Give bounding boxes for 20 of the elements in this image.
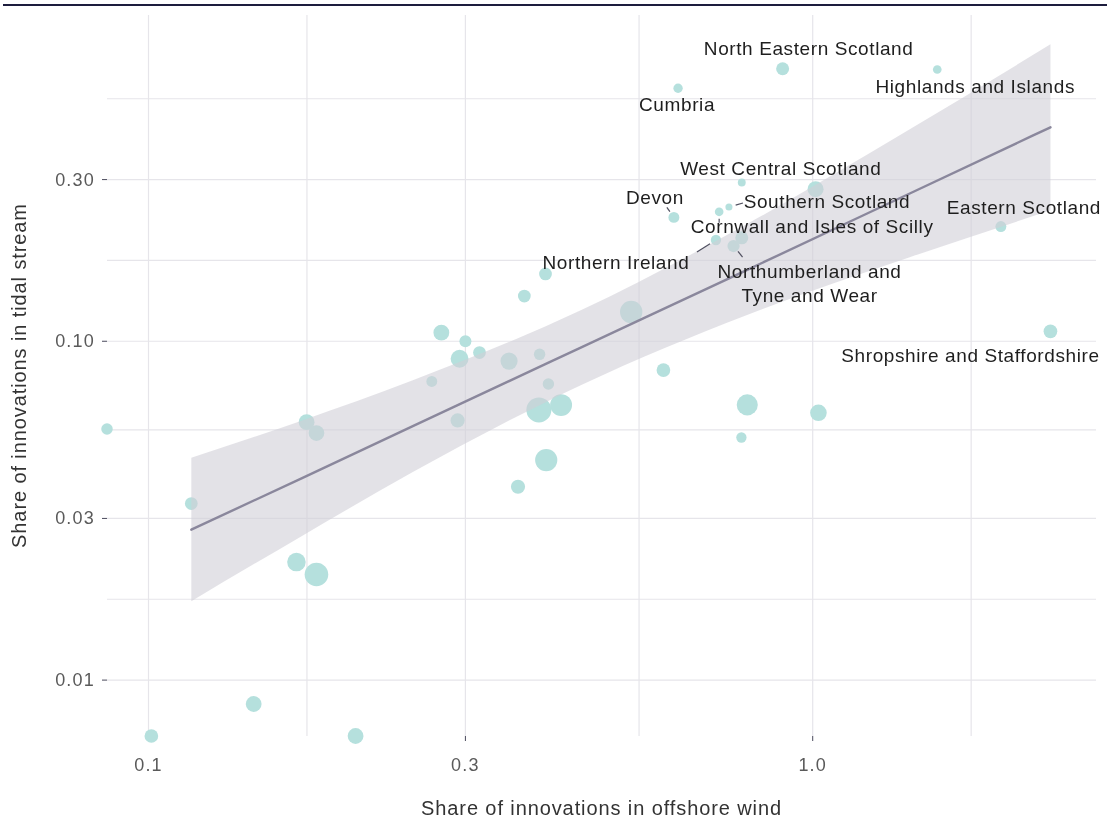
annotation: West Central Scotland	[680, 157, 882, 179]
x-tick-label: 0.3	[451, 755, 480, 775]
x-tick-label: 0.1	[134, 755, 163, 775]
annotation: Northumberland and Tyne and Wear	[717, 260, 902, 306]
x-axis-title: Share of innovations in offshore wind	[421, 797, 782, 819]
annotation: Northern Ireland	[542, 251, 690, 273]
y-axis-title: Share of innovations in tidal stream	[8, 203, 30, 548]
y-tick-label: 0.30	[55, 169, 95, 190]
y-tick-label: 0.03	[55, 508, 95, 529]
annotation: Shropshire and Staffordshire	[841, 344, 1100, 366]
annotation: Eastern Scotland	[946, 196, 1102, 218]
annotation: Southern Scotland	[743, 190, 911, 212]
annotation: Cumbria	[639, 93, 716, 115]
annotation: Highlands and Islands	[875, 75, 1076, 97]
annotation: Devon	[625, 186, 684, 208]
y-tick-label: 0.10	[55, 331, 95, 352]
annotation: North Eastern Scotland	[703, 37, 914, 59]
y-tick-label: 0.01	[55, 670, 95, 691]
x-tick-label: 1.0	[798, 755, 828, 775]
annotation: Cornwall and Isles of Scilly	[690, 215, 934, 237]
